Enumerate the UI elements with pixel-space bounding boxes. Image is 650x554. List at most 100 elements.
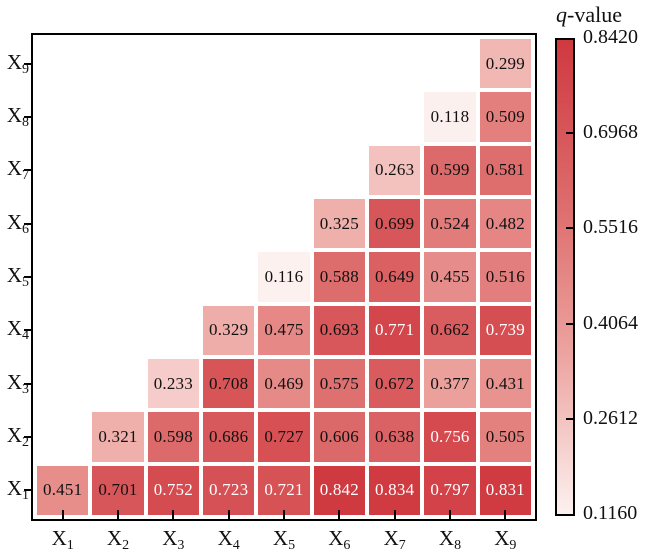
x-axis-label: X6 xyxy=(317,526,361,553)
heatmap-cell: 0.299 xyxy=(479,39,531,89)
heatmap-cell: 0.599 xyxy=(424,145,476,195)
colorbar-tick xyxy=(566,227,573,230)
y-axis-label-base: X xyxy=(6,49,22,74)
x-axis-tick xyxy=(172,510,175,519)
y-axis-label: X1 xyxy=(0,476,29,504)
x-axis-label: X9 xyxy=(483,526,527,553)
heatmap-cell: 0.842 xyxy=(313,465,365,515)
y-axis-label: X9 xyxy=(0,49,29,77)
heatmap-cell: 0.686 xyxy=(203,412,255,462)
y-axis-label: X3 xyxy=(0,370,29,397)
heatmap-cell: 0.524 xyxy=(424,199,476,249)
x-axis-tick xyxy=(393,510,396,519)
heatmap-cell: 0.516 xyxy=(479,252,531,302)
heatmap-cell: 0.756 xyxy=(424,412,476,462)
x-axis-label-sub: 8 xyxy=(454,538,462,553)
heatmap-cell: 0.329 xyxy=(203,305,255,355)
x-axis-label: X8 xyxy=(428,526,472,553)
y-axis-label-base: X xyxy=(6,316,22,341)
heatmap-cell: 0.834 xyxy=(369,465,421,515)
y-axis-label-sub: 9 xyxy=(22,61,29,77)
y-axis-label-base: X xyxy=(6,209,22,234)
x-axis-label-sub: 7 xyxy=(398,538,406,553)
y-axis-label-sub: 1 xyxy=(22,488,29,504)
heatmap-cell: 0.739 xyxy=(479,305,531,355)
colorbar-title: q-value xyxy=(556,2,622,28)
heatmap-cell: 0.116 xyxy=(258,252,310,302)
y-axis-tick xyxy=(24,222,31,225)
heatmap-cell: 0.723 xyxy=(203,465,255,515)
heatmap-cell: 0.581 xyxy=(479,145,531,195)
colorbar-tick xyxy=(566,417,573,420)
colorbar-tick-label: 0.8420 xyxy=(583,26,638,48)
y-axis-label-base: X xyxy=(6,103,22,127)
heatmap-cell: 0.752 xyxy=(147,465,199,515)
heatmap-cell: 0.649 xyxy=(369,252,421,302)
heatmap-cell: 0.771 xyxy=(369,305,421,355)
y-axis-label-base: X xyxy=(6,476,22,501)
y-axis-label-sub: 4 xyxy=(22,328,29,344)
y-axis-label-sub: 2 xyxy=(22,435,29,450)
y-axis-label: X4 xyxy=(0,316,29,344)
x-axis-tick xyxy=(117,510,119,519)
colorbar-title-italic: q xyxy=(556,2,567,27)
y-axis-label-sub: 3 xyxy=(22,381,29,397)
x-axis-label-sub: 1 xyxy=(66,538,74,553)
y-axis-label: X8 xyxy=(0,103,29,130)
x-axis-label: X1 xyxy=(41,526,85,553)
x-axis-label: X3 xyxy=(151,526,195,553)
heatmap-cell: 0.505 xyxy=(479,412,531,462)
y-axis-label: X2 xyxy=(0,423,29,450)
x-axis-tick xyxy=(283,510,285,519)
heatmap-cell: 0.606 xyxy=(313,412,365,462)
x-axis-label-base: X xyxy=(438,526,455,550)
y-axis-tick xyxy=(24,436,31,438)
x-axis-label: X2 xyxy=(96,526,140,553)
x-axis-label-base: X xyxy=(162,526,178,550)
heatmap-cell: 0.693 xyxy=(313,305,365,355)
heatmap-cell: 0.598 xyxy=(147,412,199,462)
y-axis-label-base: X xyxy=(6,423,22,447)
y-axis-tick xyxy=(24,489,31,492)
x-axis-label: X7 xyxy=(373,526,417,553)
y-axis-label-sub: 5 xyxy=(22,275,29,290)
x-axis-label-base: X xyxy=(383,526,399,550)
y-axis-label-base: X xyxy=(6,263,22,287)
x-axis-tick xyxy=(504,510,507,519)
heatmap-cell: 0.118 xyxy=(424,92,476,142)
y-axis-label-sub: 8 xyxy=(22,115,29,130)
colorbar-tick-label: 0.5516 xyxy=(583,216,638,239)
x-axis-label-base: X xyxy=(328,526,344,550)
heatmap-cell: 0.699 xyxy=(369,199,421,249)
colorbar-tick-label: 0.4064 xyxy=(583,311,638,334)
heatmap-cell: 0.701 xyxy=(92,465,144,515)
heatmap-cell: 0.482 xyxy=(479,199,531,249)
heatmap-cell: 0.455 xyxy=(424,252,476,302)
y-axis-tick xyxy=(24,276,31,278)
heatmap-cell: 0.451 xyxy=(37,465,89,515)
x-axis-label-base: X xyxy=(51,526,67,550)
x-axis-tick xyxy=(338,510,341,519)
y-axis-tick xyxy=(24,382,31,385)
x-axis-tick xyxy=(227,510,230,519)
colorbar-tick-label: 0.6968 xyxy=(583,121,638,144)
x-axis-label-base: X xyxy=(272,526,289,550)
y-axis-label-sub: 7 xyxy=(22,168,29,184)
x-axis-label: X5 xyxy=(262,526,306,553)
x-axis-tick xyxy=(61,510,64,519)
x-axis-label-sub: 3 xyxy=(177,538,185,553)
heatmap-cell: 0.475 xyxy=(258,305,310,355)
heatmap-cell: 0.662 xyxy=(424,305,476,355)
y-axis-tick xyxy=(24,169,31,172)
heatmap-cell: 0.708 xyxy=(203,359,255,409)
heatmap-cell: 0.431 xyxy=(479,359,531,409)
heatmap-cell: 0.831 xyxy=(479,465,531,515)
y-axis-tick xyxy=(24,62,31,65)
heatmap-cell: 0.797 xyxy=(424,465,476,515)
heatmap-cell: 0.638 xyxy=(369,412,421,462)
y-axis-label-sub: 6 xyxy=(22,221,29,237)
heatmap-cell: 0.588 xyxy=(313,252,365,302)
heatmap-cell: 0.721 xyxy=(258,465,310,515)
heatmap-cell: 0.377 xyxy=(424,359,476,409)
